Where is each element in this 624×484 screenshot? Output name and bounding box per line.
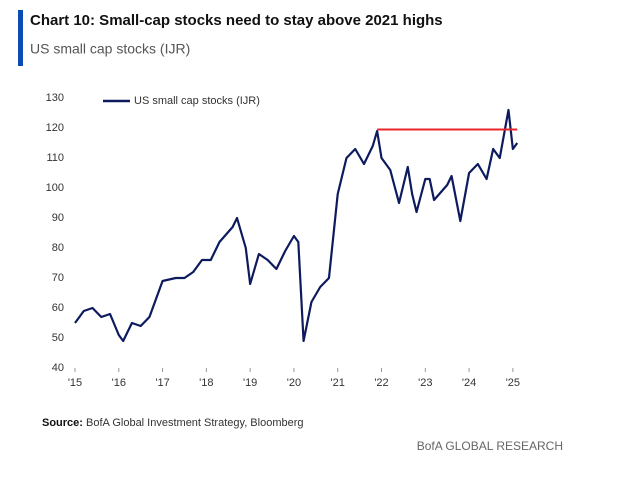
title-accent (18, 10, 23, 66)
source: Source: BofA Global Investment Strategy,… (42, 417, 304, 429)
y-tick-label: 130 (46, 92, 64, 104)
x-tick-label: '15 (68, 377, 82, 389)
legend-label: US small cap stocks (IJR) (134, 95, 260, 107)
x-tick-label: '24 (462, 377, 476, 389)
y-tick-label: 80 (52, 242, 64, 254)
series-line (74, 108, 519, 343)
x-tick-label: '23 (418, 377, 432, 389)
x-tick-label: '17 (155, 377, 169, 389)
y-tick-label: 60 (52, 302, 64, 314)
x-tick-label: '16 (112, 377, 126, 389)
chart-subtitle: US small cap stocks (IJR) (30, 41, 190, 57)
x-tick-label: '19 (243, 377, 257, 389)
source-text: BofA Global Investment Strategy, Bloombe… (86, 417, 303, 429)
x-tick-label: '22 (374, 377, 388, 389)
x-tick-label: '21 (331, 377, 345, 389)
y-tick-label: 70 (52, 272, 64, 284)
chart-title: Chart 10: Small-cap stocks need to stay … (30, 12, 443, 29)
y-tick-label: 110 (46, 152, 64, 164)
y-tick-label: 90 (52, 212, 64, 224)
y-tick-label: 120 (46, 122, 64, 134)
y-tick-label: 40 (52, 362, 64, 374)
x-tick-label: '25 (506, 377, 520, 389)
source-label: Source: (42, 417, 83, 429)
y-tick-label: 50 (52, 332, 64, 344)
x-tick-label: '20 (287, 377, 301, 389)
brand: BofA GLOBAL RESEARCH (417, 439, 563, 453)
y-tick-label: 100 (46, 182, 64, 194)
x-tick-label: '18 (199, 377, 213, 389)
